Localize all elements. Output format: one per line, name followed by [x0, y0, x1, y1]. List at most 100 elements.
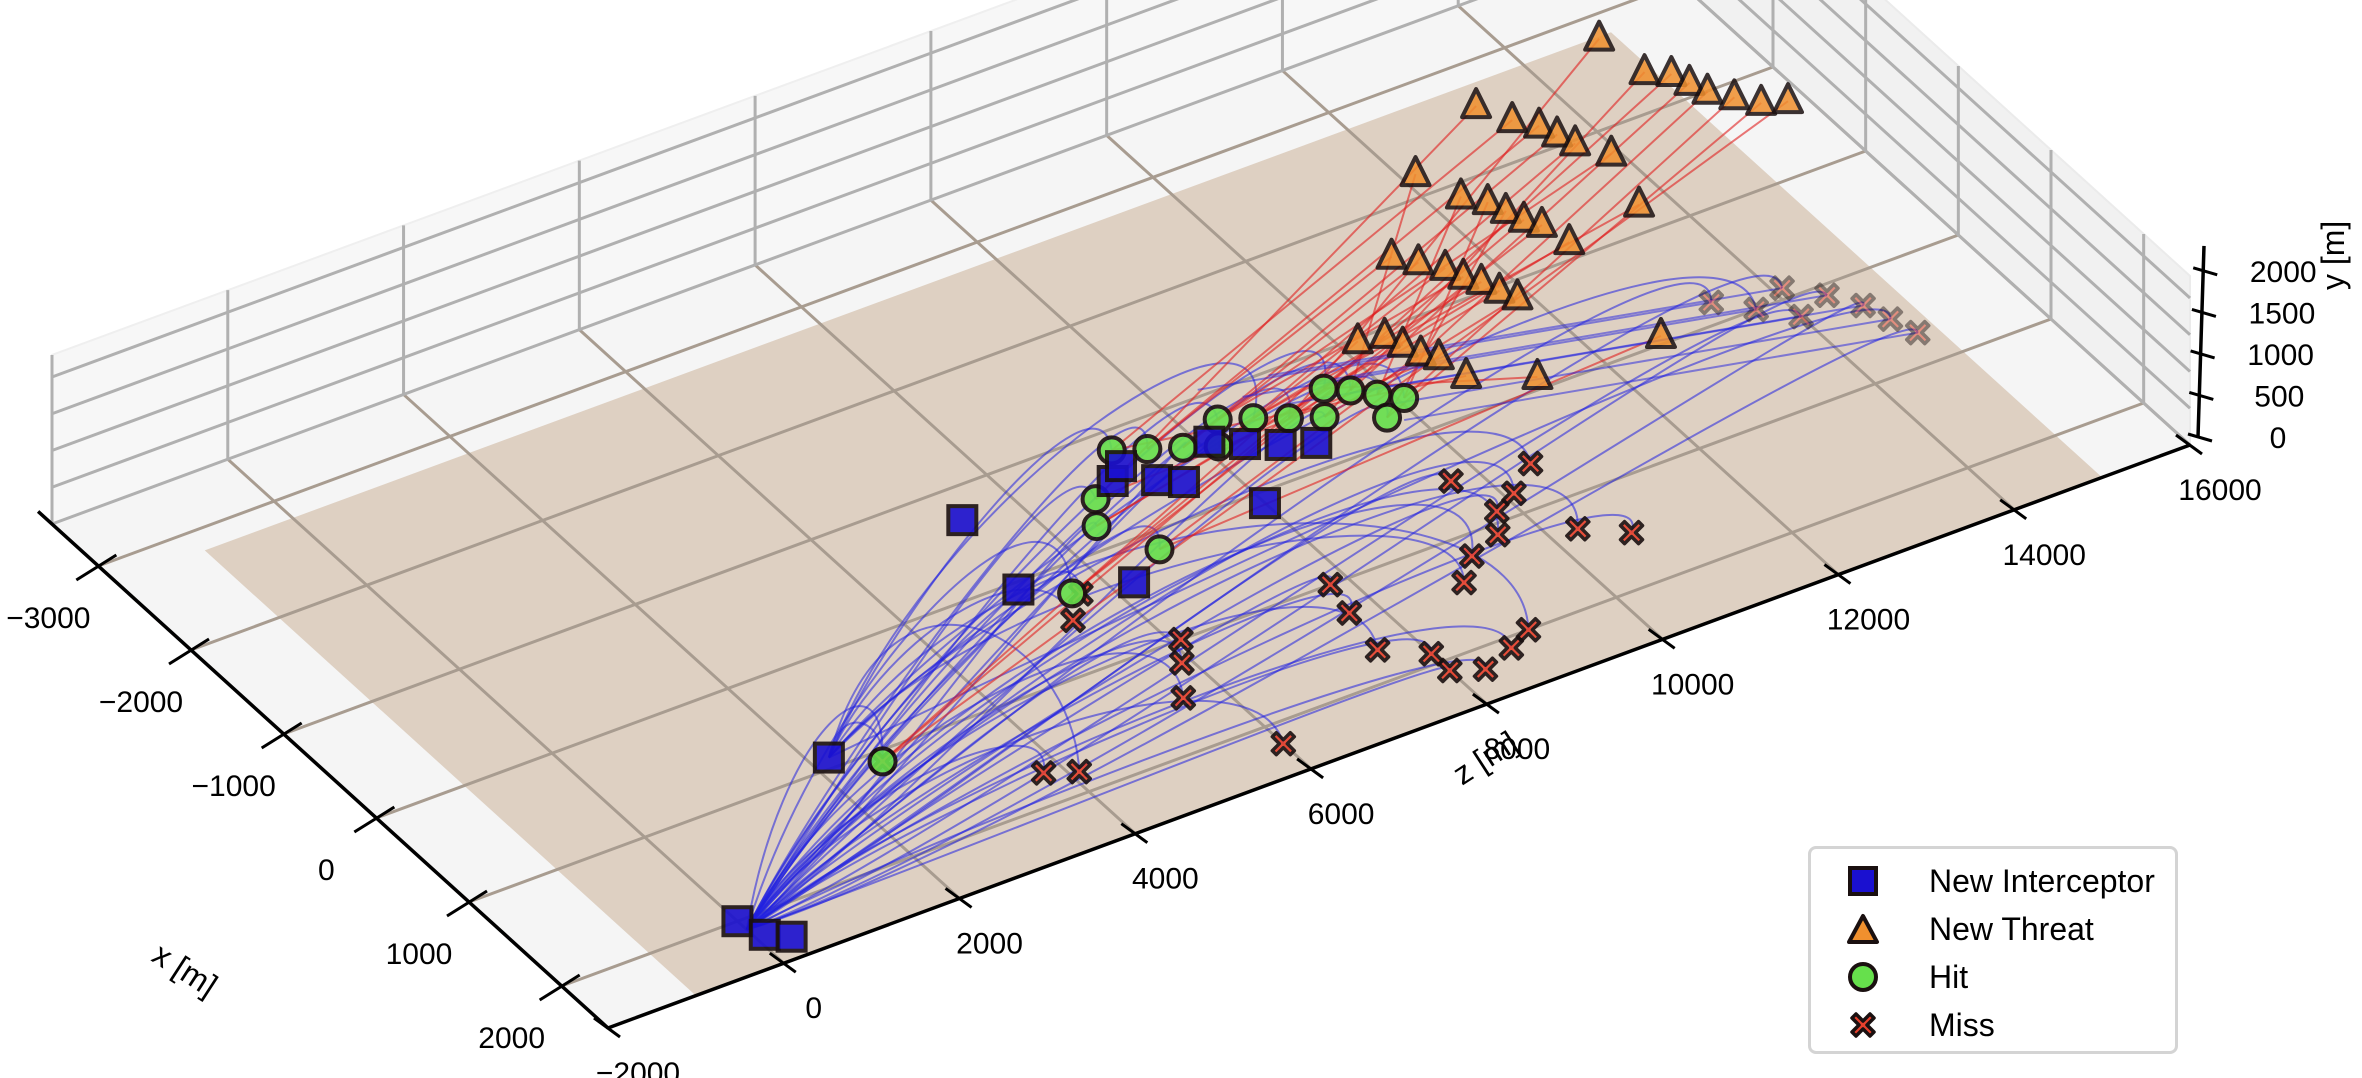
threat-trajectory: [1376, 196, 1462, 396]
miss-marker: [1877, 306, 1904, 332]
miss-marker: [1515, 616, 1542, 643]
miss-marker: [1743, 296, 1769, 323]
threat-marker: [1673, 63, 1706, 96]
interceptor-marker: [1105, 450, 1137, 483]
interceptor-trajectory: [827, 427, 1113, 758]
y-tick-label: 0: [2270, 422, 2287, 455]
x-marker-icon: [1833, 1005, 1893, 1045]
x-axis-label: x [m]: [146, 936, 224, 1004]
z-tick-label: 12000: [1827, 604, 1910, 637]
interceptor-marker: [1248, 487, 1281, 520]
miss-marker: [1498, 635, 1525, 661]
interceptor-marker: [748, 918, 781, 951]
interceptor-trajectory: [745, 503, 1474, 931]
threat-marker: [1471, 183, 1504, 216]
hit-marker: [1168, 432, 1198, 463]
hit-marker: [867, 746, 898, 777]
threat-marker: [1718, 78, 1751, 111]
y-tick-label: 1500: [2249, 297, 2316, 330]
z-tick-label: 0: [805, 992, 822, 1025]
miss-marker: [1168, 626, 1194, 653]
interceptor-trajectory: [746, 494, 1499, 931]
interceptor-marker: [1264, 428, 1297, 461]
y-tick-label: 2000: [2250, 256, 2317, 289]
miss-marker: [1170, 685, 1197, 711]
x-tick-label: 2000: [478, 1022, 545, 1055]
x-tick-label: −1000: [192, 770, 276, 803]
threat-marker: [1447, 257, 1480, 290]
threat-marker: [1402, 243, 1435, 276]
z-tick-label: −2000: [596, 1057, 680, 1078]
miss-marker: [1565, 516, 1591, 542]
y-axis-line: [2196, 245, 2206, 438]
interceptor-marker: [1002, 573, 1035, 606]
hit-marker: [1273, 403, 1304, 434]
interceptor-marker: [1167, 466, 1200, 499]
threat-marker: [1496, 101, 1529, 134]
threat-marker: [1772, 82, 1804, 115]
threat-marker: [1450, 356, 1483, 389]
interceptor-trajectory: [745, 705, 884, 930]
interceptor-trajectory: [1268, 287, 1783, 377]
threat-trajectory: [1146, 124, 1540, 450]
threat-marker: [1745, 83, 1778, 116]
interceptor-trajectory: [746, 638, 1433, 931]
threat-marker: [1559, 124, 1592, 157]
threat-marker: [1422, 338, 1455, 371]
interceptor-trajectory: [1376, 318, 1891, 408]
interceptor-trajectory: [746, 328, 1919, 931]
threat-marker: [1375, 237, 1408, 270]
threat-marker: [1521, 357, 1554, 390]
miss-marker: [1066, 758, 1093, 785]
z-tick-label: 4000: [1132, 863, 1199, 896]
interceptor-marker: [721, 905, 754, 938]
z-tick-label: 10000: [1651, 668, 1734, 701]
threat-marker: [1595, 134, 1628, 167]
hit-marker: [1335, 375, 1366, 406]
interceptor-trajectory: [745, 401, 1219, 931]
threat-marker: [1628, 53, 1661, 86]
miss-marker: [1814, 282, 1840, 308]
z-axis-line: [607, 443, 2191, 1030]
interceptor-trajectory: [1313, 294, 1828, 384]
threat-marker: [1583, 19, 1616, 52]
threat-marker: [1523, 106, 1556, 139]
interceptor-trajectory: [746, 274, 1784, 931]
legend-item-hit: Hit: [1811, 953, 1968, 1001]
miss-marker: [1060, 607, 1086, 634]
z-tick-label: 6000: [1308, 798, 1375, 831]
y-axis-label: y [m]: [2315, 221, 2351, 290]
miss-marker: [1451, 569, 1477, 596]
hit-marker: [1081, 511, 1112, 542]
hit-marker: [1389, 383, 1420, 414]
miss-marker: [1317, 571, 1344, 598]
threat-marker: [1429, 248, 1462, 281]
threat-marker: [1368, 316, 1401, 349]
threat-marker: [1507, 200, 1540, 233]
triangle-marker-icon: [1833, 909, 1893, 949]
interceptor-marker: [1141, 464, 1174, 497]
y-tick-label: 500: [2254, 380, 2304, 413]
miss-marker: [1364, 637, 1391, 663]
threat-marker: [1483, 271, 1516, 304]
threat-marker: [1655, 55, 1688, 88]
interceptor-trajectory: [746, 290, 1828, 931]
miss-marker: [1270, 730, 1297, 757]
z-tick-label: 2000: [956, 927, 1023, 960]
threat-marker: [1460, 87, 1493, 120]
square-marker-icon: [1833, 861, 1893, 901]
miss-marker: [1437, 657, 1463, 684]
interceptor-trajectory: [828, 534, 1466, 759]
interceptor-trajectory: [746, 521, 1098, 931]
interceptor-marker: [1118, 566, 1151, 599]
interceptor-trajectory: [745, 387, 1291, 931]
legend-item-threat: New Threat: [1811, 905, 2094, 953]
z-tick-label: 14000: [2003, 539, 2086, 572]
threat-marker: [1399, 155, 1432, 188]
z-tick-label: 16000: [2178, 474, 2261, 507]
threat-marker: [1404, 334, 1437, 367]
circle-marker-icon: [1833, 957, 1893, 997]
legend-label: Hit: [1929, 958, 1969, 995]
interceptor-trajectory: [745, 541, 1074, 930]
